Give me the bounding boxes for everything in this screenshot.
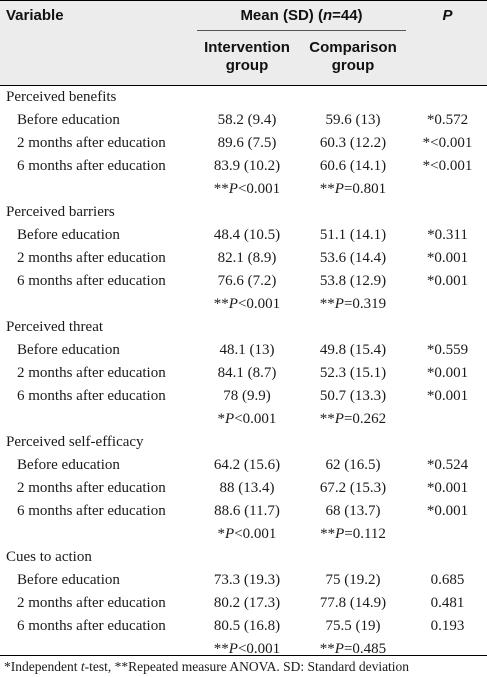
header-mean-underline [197,30,406,31]
intervention-summary: *P<0.001 [217,526,277,542]
p-value: *0.572 [426,112,469,128]
comparison-value: 68 (13.7) [325,503,381,519]
row-label: 6 months after education [17,388,166,404]
intervention-value: 78 (9.9) [223,388,271,404]
p-value: 0.193 [430,618,465,634]
intervention-value: 80.2 (17.3) [213,595,281,611]
row-label: 2 months after education [17,365,166,381]
p-value: *<0.001 [422,135,473,151]
intervention-value: 82.1 (8.9) [217,250,277,266]
row-label: Before education [17,227,120,243]
intervention-value: 88 (13.4) [219,480,275,496]
comparison-value: 53.8 (12.9) [319,273,387,289]
row-label: 2 months after education [17,480,166,496]
row-label: Before education [17,112,120,128]
intervention-summary: **P<0.001 [213,641,281,657]
intervention-value: 64.2 (15.6) [213,457,281,473]
comparison-value: 67.2 (15.3) [319,480,387,496]
comparison-value: 60.3 (12.2) [319,135,387,151]
intervention-value: 76.6 (7.2) [217,273,277,289]
intervention-value: 48.4 (10.5) [213,227,281,243]
header-p: P [442,7,453,24]
row-label: 2 months after education [17,595,166,611]
p-value: *<0.001 [422,158,473,174]
intervention-value: 80.5 (16.8) [213,618,281,634]
row-label: Before education [17,342,120,358]
comparison-value: 59.6 (13) [325,112,381,128]
comparison-value: 77.8 (14.9) [319,595,387,611]
header-variable: Variable [6,7,64,24]
p-value: 0.685 [430,572,465,588]
comparison-summary: **P=0.319 [319,296,387,312]
comparison-value: 53.6 (14.4) [319,250,387,266]
section-title: Cues to action [6,549,92,565]
intervention-summary: **P<0.001 [213,181,281,197]
row-label: Before education [17,572,120,588]
intervention-value: 88.6 (11.7) [214,503,280,519]
comparison-value: 60.6 (14.1) [319,158,387,174]
header-comparison: Comparison group [309,39,397,74]
comparison-value: 62 (16.5) [325,457,381,473]
comparison-value: 75.5 (19) [325,618,381,634]
p-value: 0.481 [430,595,465,611]
row-label: 6 months after education [17,503,166,519]
intervention-summary: *P<0.001 [217,411,277,427]
p-value: *0.001 [426,480,469,496]
section-title: Perceived self-efficacy [6,434,144,450]
row-label: 6 months after education [17,273,166,289]
intervention-value: 84.1 (8.7) [217,365,277,381]
comparison-value: 75 (19.2) [325,572,381,588]
comparison-summary: **P=0.485 [319,641,387,657]
row-label: Before education [17,457,120,473]
intervention-value: 73.3 (19.3) [213,572,281,588]
p-value: *0.001 [426,503,469,519]
p-value: *0.001 [426,273,469,289]
header-rule [0,85,487,86]
row-label: 2 months after education [17,135,166,151]
p-value: *0.001 [426,365,469,381]
comparison-value: 52.3 (15.1) [319,365,387,381]
intervention-value: 48.1 (13) [219,342,275,358]
comparison-summary: **P=0.262 [319,411,387,427]
section-title: Perceived benefits [6,89,117,105]
p-value: *0.559 [426,342,469,358]
intervention-value: 83.9 (10.2) [213,158,281,174]
section-title: Perceived barriers [6,204,115,220]
row-label: 6 months after education [17,158,166,174]
p-value: *0.001 [426,250,469,266]
comparison-summary: **P=0.112 [320,526,386,542]
bottom-rule [0,655,487,656]
table-header [0,0,487,86]
intervention-summary: **P<0.001 [213,296,281,312]
section-title: Perceived threat [6,319,104,335]
table-footnote: *Independent t-test, **Repeated measure … [4,659,410,674]
top-rule [0,0,487,1]
row-label: 6 months after education [17,618,166,634]
comparison-value: 49.8 (15.4) [319,342,387,358]
comparison-value: 50.7 (13.3) [319,388,387,404]
intervention-value: 58.2 (9.4) [217,112,277,128]
header-mean-sd: Mean (SD) (n=44) [240,7,363,24]
intervention-value: 89.6 (7.5) [217,135,277,151]
p-value: *0.524 [426,457,469,473]
row-label: 2 months after education [17,250,166,266]
p-value: *0.001 [426,388,469,404]
comparison-summary: **P=0.801 [319,181,387,197]
header-intervention: Intervention group [204,39,290,74]
comparison-value: 51.1 (14.1) [319,227,387,243]
p-value: *0.311 [427,227,468,243]
